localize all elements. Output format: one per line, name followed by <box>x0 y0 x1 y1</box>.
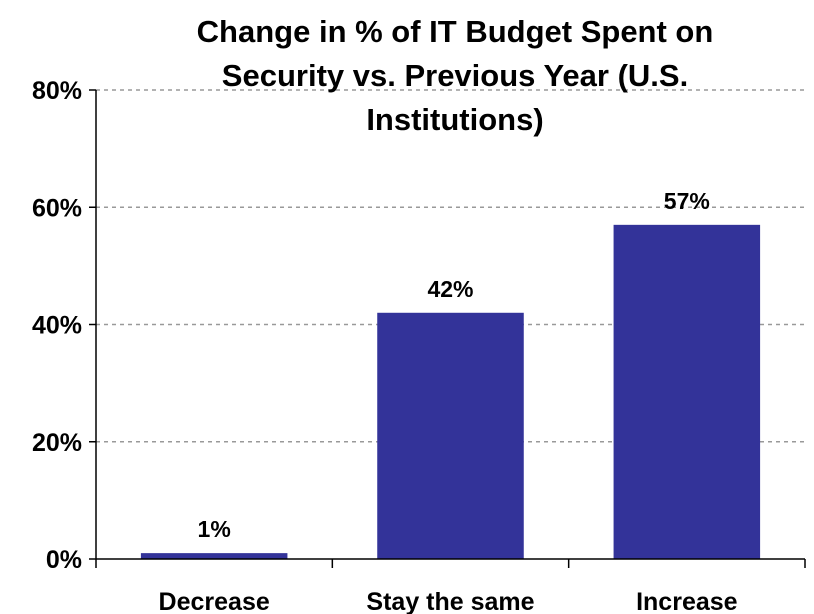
category-label: Increase <box>636 588 738 614</box>
labels: 1% Decrease 42% Stay the same 57% Increase 0% 2… <box>32 77 738 614</box>
data-label: 57% <box>664 188 710 214</box>
data-label: 42% <box>427 276 473 302</box>
y-tick-label: 20% <box>32 429 82 457</box>
chart-title-line: Security vs. Previous Year (U.S. <box>222 58 688 93</box>
category-label: Decrease <box>159 588 270 614</box>
axes <box>89 89 806 568</box>
data-label: 1% <box>198 516 231 542</box>
chart-title-line: Institutions) <box>366 102 543 137</box>
bar-stay-the-same <box>377 312 524 559</box>
bar-decrease <box>140 553 288 559</box>
y-tick-label: 80% <box>32 77 82 105</box>
category-label: Stay the same <box>366 588 534 614</box>
y-tick-label: 0% <box>46 546 82 574</box>
bars <box>140 224 761 559</box>
chart-title: Change in % of IT Budget Spent on Securit… <box>197 14 714 137</box>
bar-increase <box>613 224 761 559</box>
y-tick-label: 40% <box>32 312 82 340</box>
y-tick-label: 60% <box>32 194 82 222</box>
chart-title-line: Change in % of IT Budget Spent on <box>197 14 714 49</box>
